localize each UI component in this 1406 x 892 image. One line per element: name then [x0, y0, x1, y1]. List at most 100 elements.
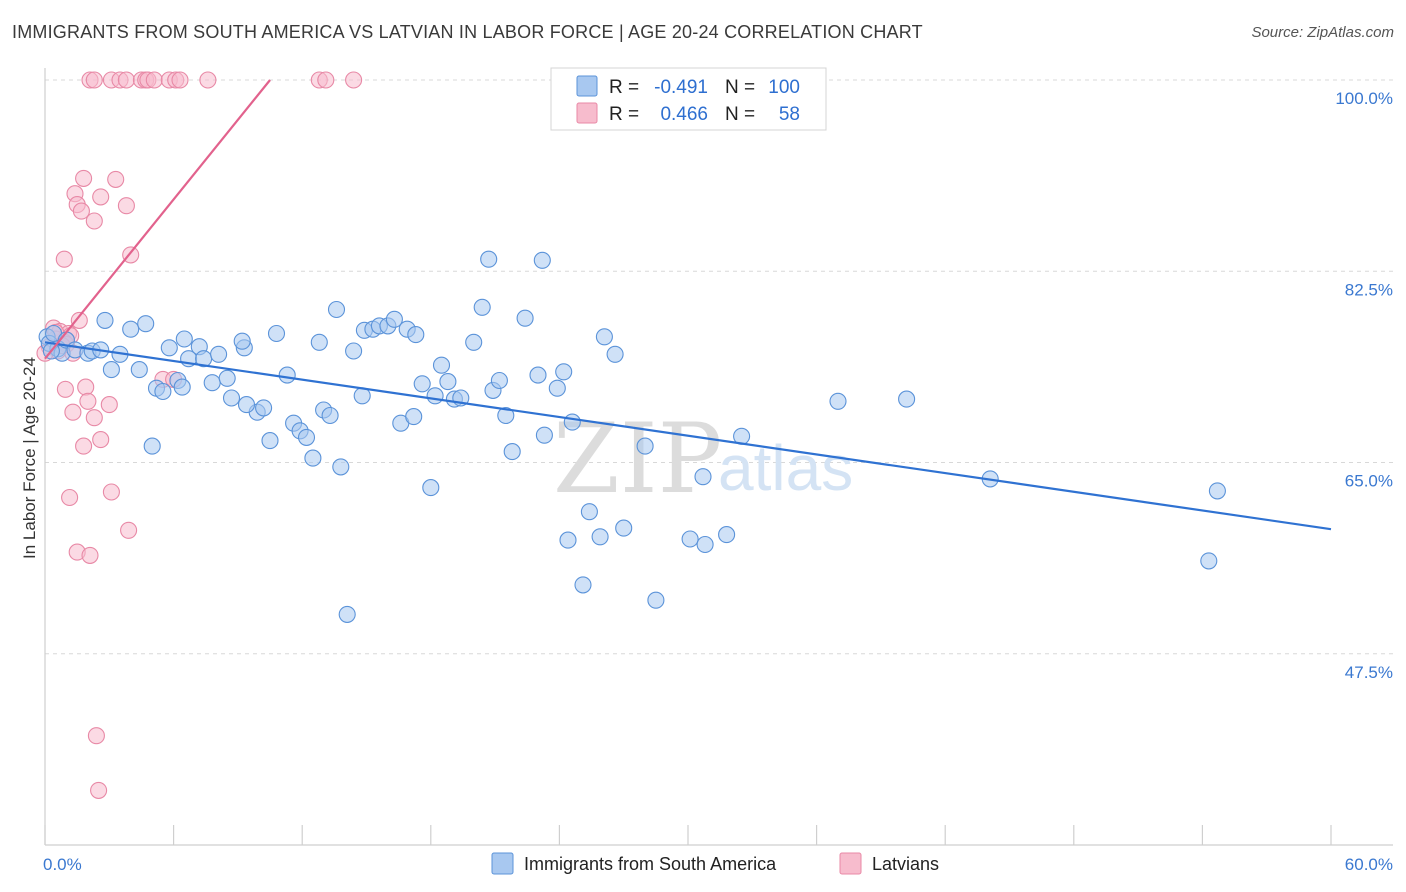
south-america-point	[465, 333, 483, 351]
latvian-point	[81, 546, 99, 564]
south-america-point	[173, 378, 191, 396]
latvian-point	[120, 521, 138, 539]
latvian-point	[92, 431, 110, 449]
south-america-point	[694, 468, 712, 486]
south-america-point	[345, 342, 363, 360]
south-america-point	[332, 458, 350, 476]
south-america-point	[160, 339, 178, 357]
south-america-point	[422, 479, 440, 497]
south-america-point	[203, 374, 221, 392]
south-america-point	[96, 311, 114, 329]
latvian-point	[92, 188, 110, 206]
series-legend-swatch-blue	[491, 852, 514, 875]
south-america-point	[122, 320, 140, 338]
latvian-trend-line	[44, 79, 271, 360]
latvian-point	[61, 488, 79, 507]
south-america-point	[595, 328, 613, 346]
legend-swatch-pink	[576, 102, 598, 124]
south-america-point	[555, 363, 573, 381]
south-america-point	[297, 428, 316, 446]
y-axis-title: In Labor Force | Age 20-24	[20, 357, 39, 559]
correlation-legend: R = -0.491 N = 100 R = 0.466 N = 58	[550, 67, 827, 131]
legend-n-value-blue: 100	[768, 77, 800, 98]
y-tick-label: 47.5%	[1345, 663, 1393, 682]
south-america-point	[327, 300, 346, 319]
latvian-point	[79, 392, 97, 410]
y-tick-labels: 47.5% 65.0% 82.5% 100.0%	[1335, 89, 1393, 682]
latvian-point	[317, 71, 335, 89]
south-america-point	[304, 449, 322, 467]
legend-swatch-blue	[576, 75, 598, 97]
south-america-point	[154, 382, 172, 401]
south-america-point	[310, 333, 328, 351]
south-america-point	[432, 356, 451, 374]
south-america-point	[591, 528, 609, 546]
south-america-point	[829, 392, 847, 410]
legend-r-label-pink: R =	[609, 104, 639, 125]
latvian-point	[117, 197, 135, 215]
south-america-point	[580, 503, 598, 521]
south-america-point	[222, 389, 241, 407]
south-america-point	[497, 406, 515, 425]
latvian-point	[100, 396, 118, 414]
south-america-point	[261, 432, 279, 450]
south-america-point	[681, 530, 699, 548]
south-america-point	[413, 375, 431, 393]
x-tick-label-max: 60.0%	[1345, 855, 1393, 874]
south-america-point	[321, 406, 339, 425]
latvian-point	[199, 71, 217, 89]
south-america-point	[137, 315, 155, 333]
south-america-point	[130, 361, 148, 379]
latvian-point	[77, 378, 95, 396]
south-america-point	[439, 373, 457, 391]
x-tick-labels: 0.0% 60.0%	[43, 855, 1393, 874]
y-tick-label: 82.5%	[1345, 280, 1393, 299]
y-tick-label: 100.0%	[1335, 89, 1393, 108]
latvian-point	[85, 409, 103, 427]
south-america-point	[267, 324, 286, 343]
south-america-point	[718, 526, 736, 544]
watermark-zip: ZIP	[553, 403, 722, 515]
south-america-point	[473, 298, 491, 316]
legend-r-label-blue: R =	[609, 77, 639, 98]
latvian-point	[85, 212, 103, 230]
south-america-point	[237, 396, 256, 414]
south-america-point	[503, 443, 521, 461]
south-america-points	[38, 250, 1226, 623]
y-tick-label: 65.0%	[1345, 472, 1393, 491]
watermark: ZIP atlas	[553, 403, 853, 515]
south-america-point	[233, 332, 251, 350]
latvian-point	[107, 170, 125, 188]
south-america-point	[338, 605, 356, 623]
south-america-point	[559, 531, 577, 549]
latvian-point	[70, 311, 88, 329]
south-america-point	[405, 408, 423, 426]
south-america-point	[548, 379, 566, 397]
latvian-point	[87, 727, 105, 745]
legend-n-label-blue: N =	[725, 77, 755, 98]
latvian-point	[345, 71, 363, 89]
latvian-point	[64, 403, 82, 421]
south-america-point	[385, 310, 403, 328]
south-america-point	[574, 576, 592, 594]
south-america-point	[490, 371, 508, 390]
south-america-point	[278, 366, 296, 384]
south-america-point	[563, 413, 581, 431]
south-america-point	[647, 591, 665, 609]
trend-lines	[44, 79, 1332, 531]
latvian-point	[72, 202, 90, 220]
source-credit: Source: ZipAtlas.com	[1251, 24, 1394, 41]
legend-n-label-pink: N =	[725, 104, 755, 125]
south-america-point	[606, 345, 624, 363]
south-america-point	[535, 426, 553, 444]
south-america-point	[1200, 552, 1218, 570]
series-legend: Immigrants from South America Latvians	[491, 852, 939, 875]
latvian-point	[56, 380, 74, 398]
latvian-point	[75, 437, 93, 455]
latvian-point	[90, 781, 108, 799]
axes-layer	[44, 68, 1393, 846]
legend-r-value-pink: 0.466	[660, 104, 708, 125]
latvian-point	[102, 483, 120, 501]
legend-n-value-pink: 58	[779, 104, 800, 125]
